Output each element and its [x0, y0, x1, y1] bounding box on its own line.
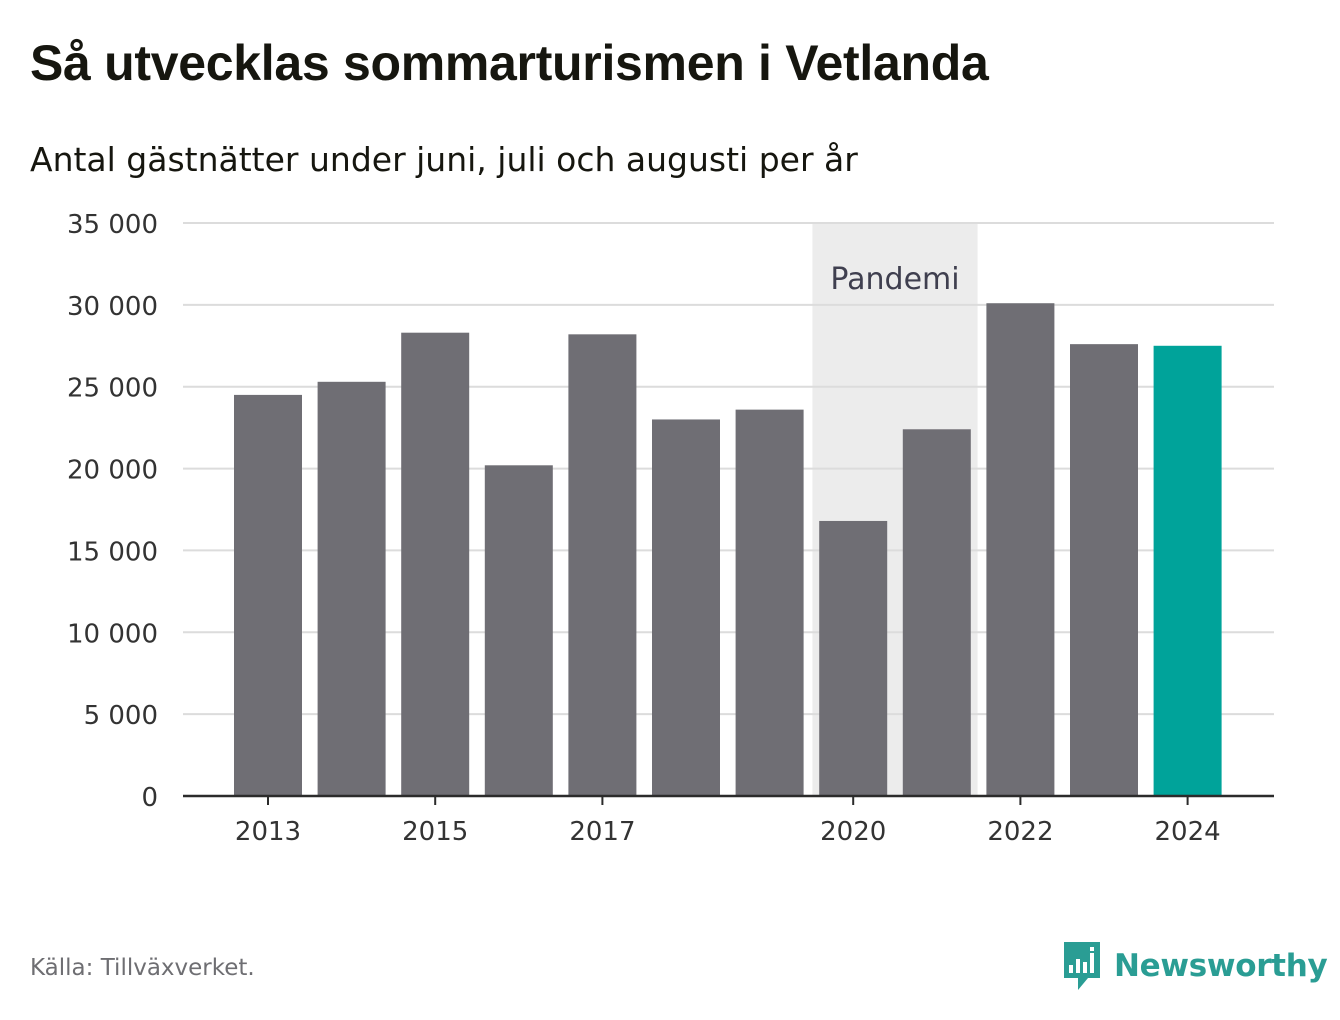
- y-tick-label: 5 000: [84, 701, 158, 731]
- bar: [1070, 344, 1138, 796]
- y-tick-label: 10 000: [67, 619, 158, 649]
- bar: [986, 303, 1055, 796]
- bar: [234, 394, 302, 796]
- brand-name: Newsworthy: [1114, 948, 1328, 984]
- y-tick-label: 25 000: [67, 374, 158, 404]
- bar: [819, 520, 888, 796]
- bar-chart: Pandemi 2013 2015 2017 2020 2022 2024 0 5 000 10 …: [67, 210, 1274, 847]
- chart-title: Så utvecklas sommarturismen i Vetlanda: [30, 35, 989, 91]
- source-note: Källa: Tillväxverket.: [30, 955, 255, 981]
- bar-highlight: [1153, 345, 1222, 796]
- chart-subtitle: Antal gästnätter under juni, juli och au…: [30, 140, 858, 179]
- bar: [484, 465, 553, 796]
- x-tick-label: 2024: [1155, 817, 1221, 847]
- x-tick-label: 2020: [820, 817, 886, 847]
- y-tick-label: 20 000: [67, 456, 158, 486]
- y-tick-label: 35 000: [67, 210, 158, 240]
- bar: [568, 334, 637, 796]
- x-tick-label: 2013: [235, 817, 301, 847]
- bar: [735, 409, 804, 796]
- x-tick-label: 2017: [569, 817, 635, 847]
- pandemic-label: Pandemi: [830, 262, 959, 297]
- bar: [401, 332, 470, 796]
- y-tick-label: 15 000: [67, 537, 158, 567]
- y-tick-label: 30 000: [67, 292, 158, 322]
- y-tick-label: 0: [141, 783, 158, 813]
- bar: [902, 429, 971, 796]
- bar: [317, 381, 386, 796]
- newsworthy-logo-icon: [1064, 942, 1100, 990]
- brand-logo[interactable]: Newsworthy: [1062, 940, 1328, 992]
- x-tick-label: 2015: [402, 817, 468, 847]
- bar: [652, 419, 720, 796]
- x-tick-label: 2022: [987, 817, 1053, 847]
